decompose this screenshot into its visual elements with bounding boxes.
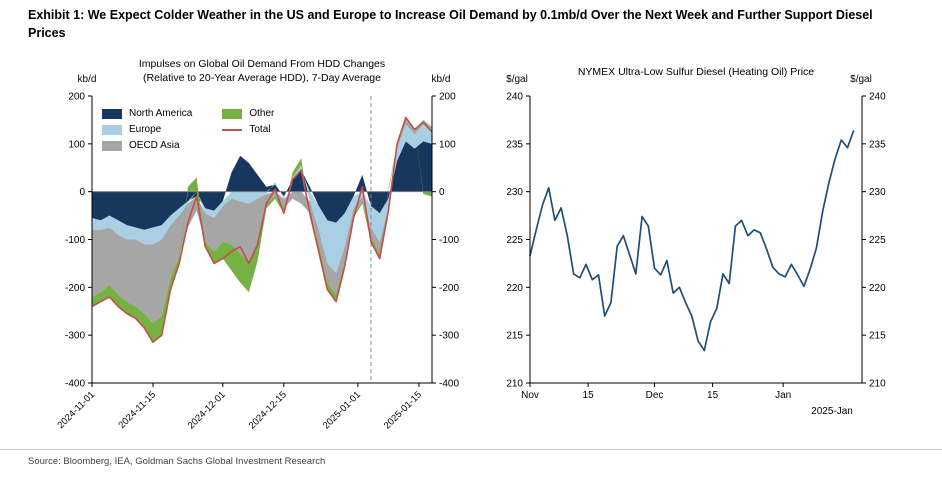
y-tick-label-left: 225 — [506, 235, 523, 246]
legend-swatch-other — [222, 108, 243, 119]
y-tick-label-left: 235 — [506, 139, 523, 150]
y-tick-label-right: 200 — [439, 92, 456, 103]
left-chart-title-line1: Impulses on Global Oil Demand From HDD C… — [138, 58, 386, 70]
legend-label-oecd-asia: OECD Asia — [129, 140, 180, 151]
x-tick-label: 2024-11-01 — [55, 389, 97, 431]
y-tick-label-right: 100 — [439, 139, 456, 150]
y-tick-label-left: 215 — [506, 331, 523, 342]
y-tick-label-left: 0 — [79, 187, 85, 198]
right-chart-title: NYMEX Ultra-Low Sulfur Diesel (Heating O… — [577, 66, 815, 78]
legend-item-north-america: North America — [102, 108, 192, 119]
left-chart-legend: North America Europe OECD Asia Other — [102, 108, 274, 151]
price-line — [529, 130, 855, 352]
legend-item-total: Total — [222, 124, 274, 135]
right-chart-unit-left: $/gal — [506, 74, 528, 85]
x-tick-label: Jan — [775, 390, 791, 401]
y-tick-label-right: 210 — [869, 379, 886, 390]
y-tick-label-right: -200 — [439, 283, 459, 294]
y-tick-label-left: 240 — [506, 92, 523, 103]
x-tick-label: Dec — [646, 390, 664, 401]
y-tick-label-right: 220 — [869, 283, 886, 294]
y-tick-label-left: -400 — [65, 379, 85, 390]
y-tick-label-left: -200 — [65, 283, 85, 294]
y-tick-label-right: 215 — [869, 331, 886, 342]
legend-column-1: North America Europe OECD Asia — [102, 108, 192, 151]
y-tick-label-right: 225 — [869, 235, 886, 246]
right-chart-svg: 240 240 235 235 230 230 225 225 220 220 215 215 210 2… — [506, 92, 886, 402]
x-tick-label: 2025-01-01 — [321, 389, 363, 431]
area-north-america — [92, 141, 432, 230]
x-tick-label: 2024-12-01 — [186, 389, 228, 431]
legend-swatch-europe — [102, 124, 122, 135]
source-line: Source: Bloomberg, IEA, Goldman Sachs Gl… — [28, 456, 326, 467]
legend-item-other: Other — [222, 108, 274, 119]
legend-column-2: Other Total — [222, 108, 274, 151]
y-tick-label-left: 100 — [68, 139, 85, 150]
legend-item-europe: Europe — [102, 124, 192, 135]
legend-item-oecd-asia: OECD Asia — [102, 140, 192, 151]
exhibit-title: Exhibit 1: We Expect Colder Weather in t… — [28, 8, 873, 41]
y-tick-label-left: 210 — [506, 379, 523, 390]
left-chart-svg: 200 200 100 100 0 0 -100 -100 -200 -200 -300 -300 -4… — [55, 92, 459, 432]
area-other — [92, 117, 432, 343]
y-tick-label-right: 230 — [869, 187, 886, 198]
y-tick-label-left: 230 — [506, 187, 523, 198]
y-tick-label-left: 200 — [68, 92, 85, 103]
total-line — [91, 116, 433, 344]
right-chart: NYMEX Ultra-Low Sulfur Diesel (Heating O… — [472, 56, 912, 460]
y-tick-label-right: 235 — [869, 139, 886, 150]
legend-swatch-total — [222, 128, 243, 131]
x-tick-label: 2024-11-15 — [117, 389, 159, 431]
right-chart-unit-right: $/gal — [850, 74, 872, 85]
legend-swatch-oecd-asia — [102, 140, 122, 151]
y-tick-label-right: -100 — [439, 235, 459, 246]
left-chart-title: Impulses on Global Oil Demand From HDD C… — [92, 58, 432, 86]
legend-swatch-north-america — [102, 108, 122, 119]
legend-label-north-america: North America — [129, 108, 193, 119]
x-tick-label: 15 — [707, 390, 719, 401]
left-chart-unit-right: kb/d — [431, 74, 451, 85]
area-europe — [92, 124, 432, 273]
y-tick-label-right: -400 — [439, 379, 459, 390]
y-tick-label-right: 0 — [439, 187, 445, 198]
right-chart-axis-note: 2025-Jan — [811, 406, 853, 417]
left-chart-title-line2: (Relative to 20-Year Average HDD), 7-Day… — [143, 71, 381, 84]
x-tick-label: 2024-12-15 — [247, 389, 289, 431]
left-chart: Impulses on Global Oil Demand From HDD C… — [36, 56, 466, 460]
legend-label-europe: Europe — [129, 124, 162, 135]
y-tick-label-right: -300 — [439, 331, 459, 342]
legend-label-other: Other — [249, 108, 275, 119]
y-tick-label-left: -100 — [65, 235, 85, 246]
y-tick-label-left: 220 — [506, 283, 523, 294]
x-tick-label: 15 — [583, 390, 595, 401]
y-tick-label-right: 240 — [869, 92, 886, 103]
x-tick-label: 2025-01-15 — [382, 389, 424, 431]
x-tick-label: Nov — [521, 390, 539, 401]
source-separator — [0, 449, 942, 450]
legend-label-total: Total — [249, 124, 271, 135]
y-tick-label-left: -300 — [65, 331, 85, 342]
left-chart-unit-left: kb/d — [77, 74, 97, 85]
